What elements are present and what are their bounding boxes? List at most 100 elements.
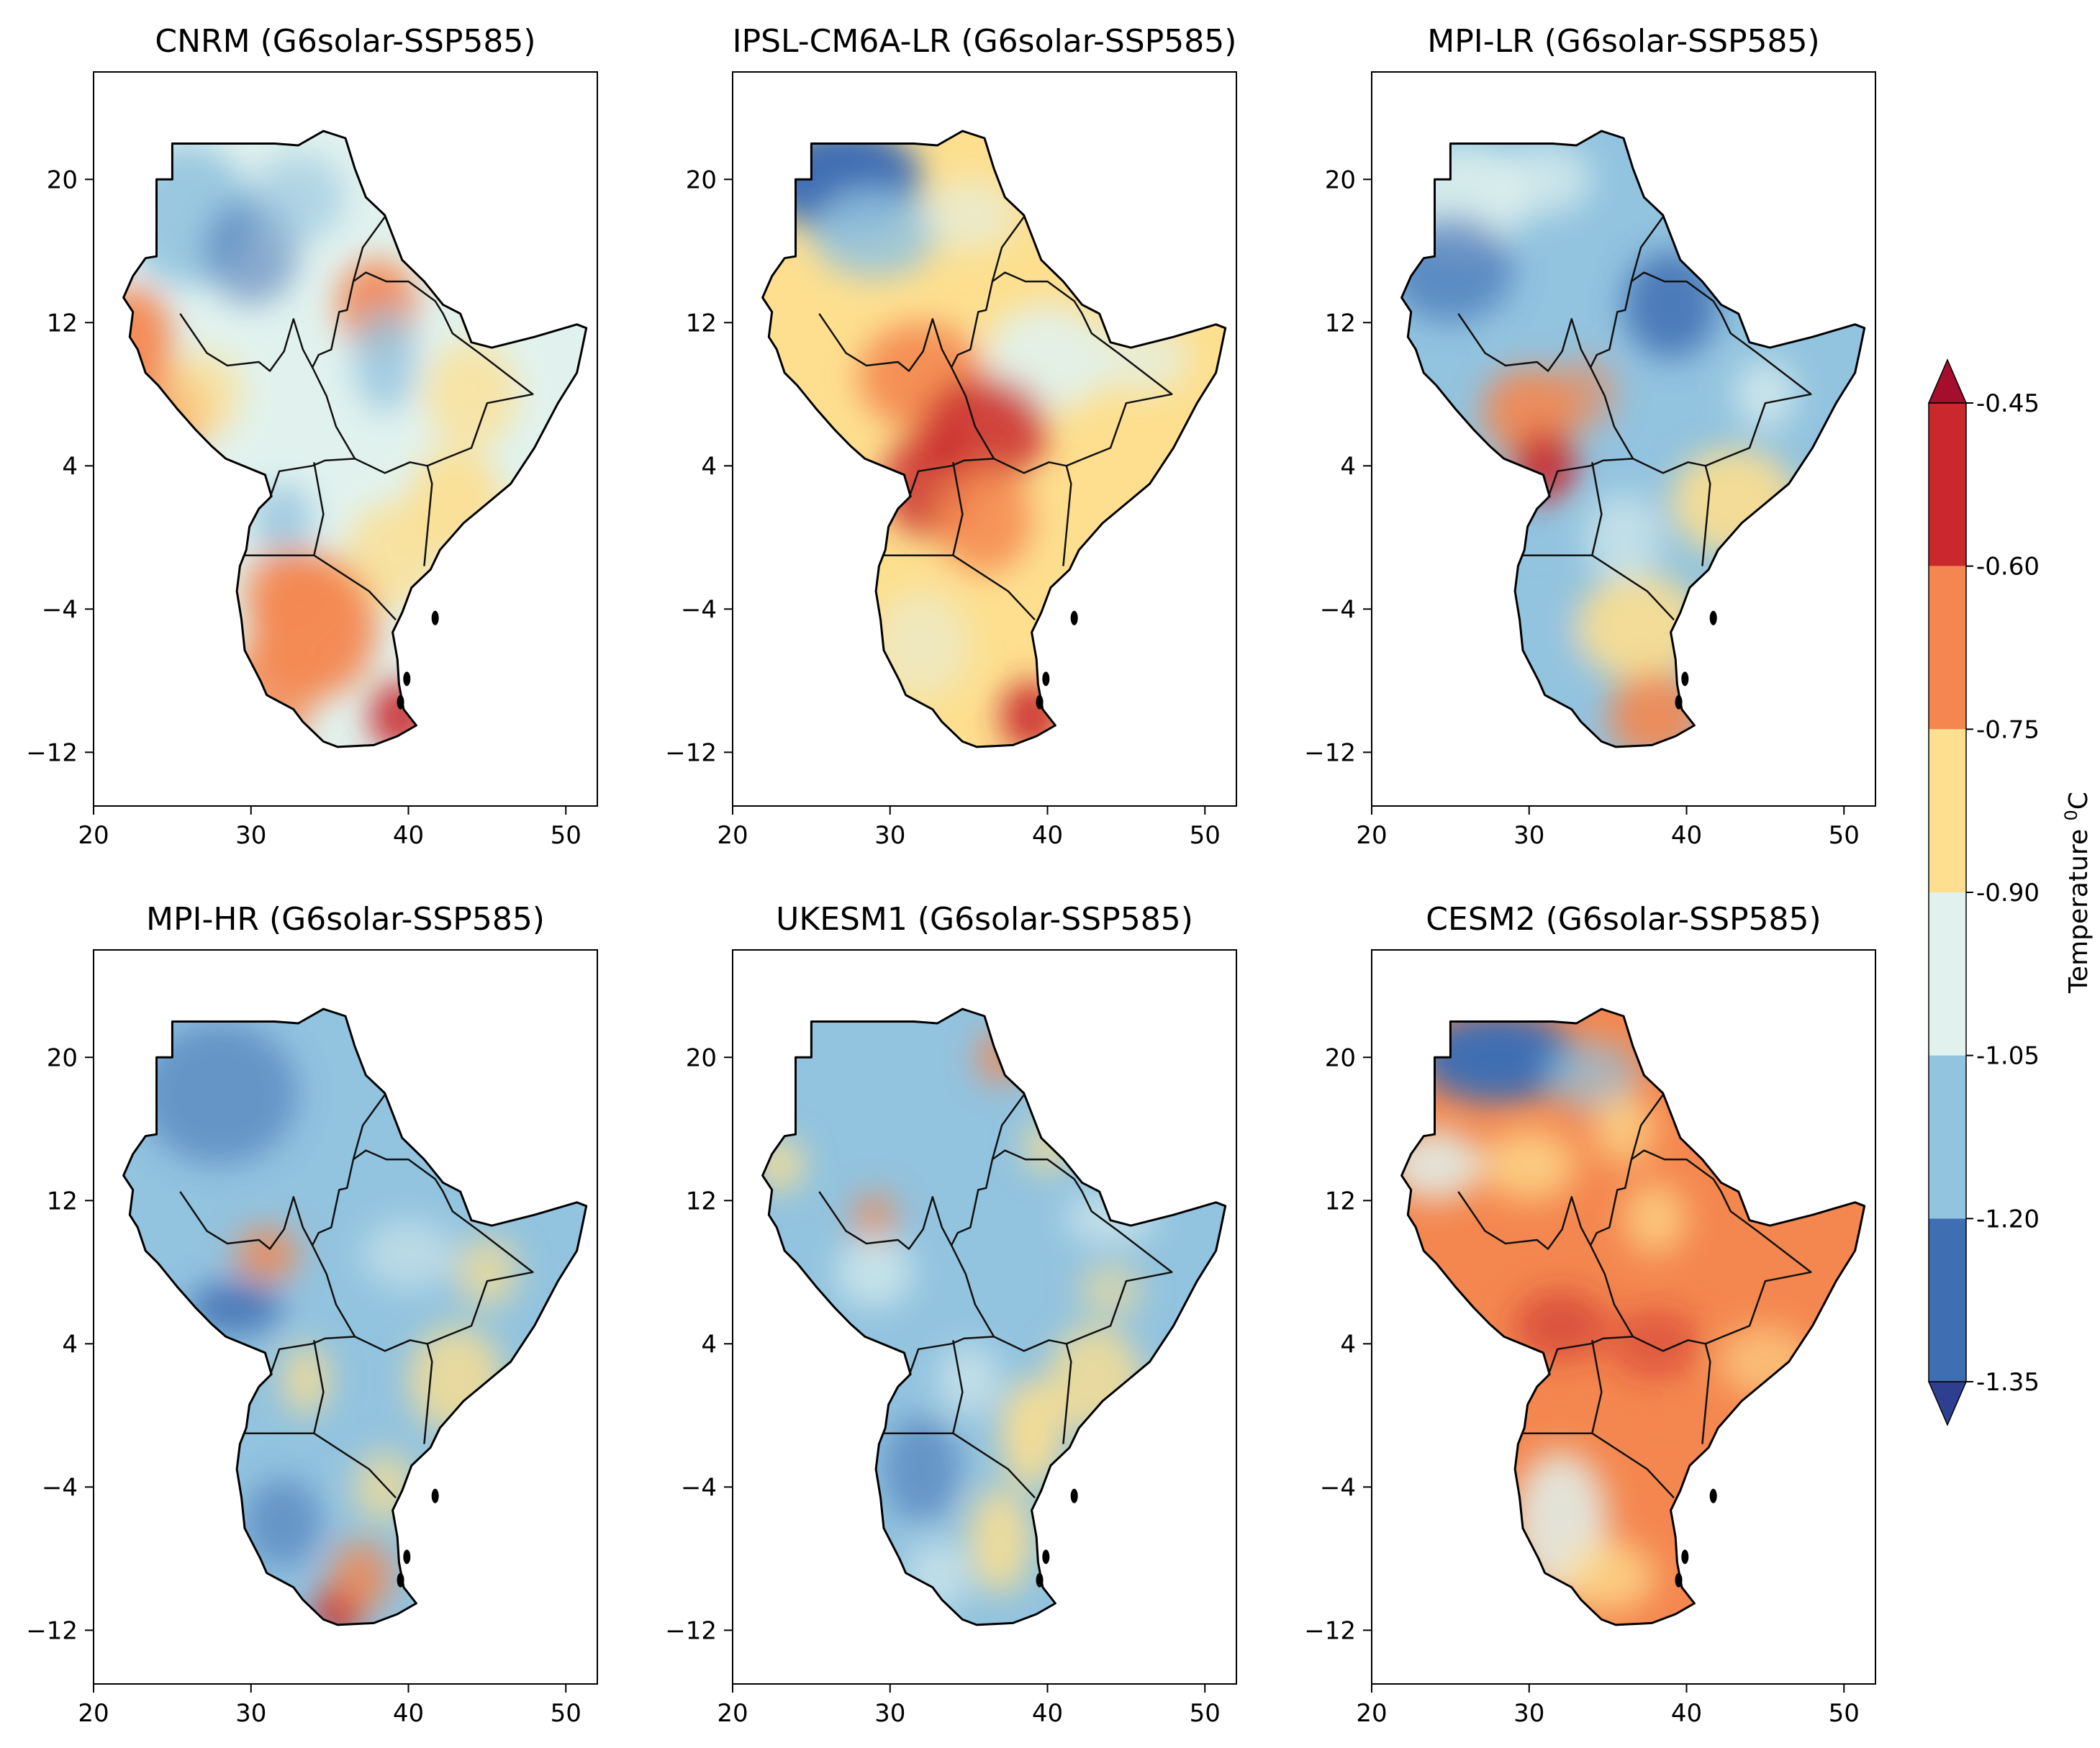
country-border-7 xyxy=(908,1343,952,1377)
coastline xyxy=(761,1007,1227,1626)
axes-frame xyxy=(1371,949,1876,1685)
y-tick-label: −4 xyxy=(1320,1473,1356,1502)
colorbar-title-text: Temperature xyxy=(2064,820,2094,993)
field-anomaly-3 xyxy=(1401,1128,1483,1201)
field-anomaly-2 xyxy=(811,188,938,278)
x-tick-label: 30 xyxy=(1513,1699,1544,1728)
y-tick-label: 20 xyxy=(1325,1043,1356,1072)
y-tick-label: −12 xyxy=(1304,738,1356,767)
y-tick-label: 20 xyxy=(1325,166,1356,194)
country-border-2 xyxy=(311,366,356,467)
axes-frame xyxy=(732,949,1237,1685)
x-tick-label: 30 xyxy=(235,1699,266,1728)
country-border-2 xyxy=(950,1244,995,1345)
island-2 xyxy=(1042,671,1050,687)
axes-frame xyxy=(93,949,598,1685)
field-anomaly-2 xyxy=(851,1191,898,1246)
island-2 xyxy=(1681,1549,1689,1564)
temperature-field xyxy=(123,1009,587,1625)
country-border-7 xyxy=(1547,1343,1591,1377)
temperature-field xyxy=(762,1009,1226,1625)
colorbar-extend-max xyxy=(1927,358,1968,404)
y-tick-label: 4 xyxy=(701,1330,717,1359)
field-anomaly-9 xyxy=(1718,1326,1813,1398)
y-tick-label: −12 xyxy=(665,1616,717,1645)
field-anomaly-13 xyxy=(1079,1263,1142,1318)
panel-title: MPI-HR (G6solar-SSP585) xyxy=(146,901,545,938)
axes-frame xyxy=(732,71,1237,807)
island-1 xyxy=(1709,610,1717,625)
y-tick-label: 12 xyxy=(47,309,78,338)
x-tick-label: 50 xyxy=(1829,821,1860,850)
panel-title: MPI-LR (G6solar-SSP585) xyxy=(1427,23,1819,60)
x-tick-label: 50 xyxy=(551,1699,581,1728)
coastline xyxy=(122,130,588,748)
country-border-4 xyxy=(1062,1343,1072,1444)
x-tick-label: 20 xyxy=(717,821,748,850)
x-tick-label: 50 xyxy=(1829,1699,1860,1728)
country-border-2 xyxy=(950,366,995,467)
y-tick-label: −12 xyxy=(26,1616,78,1645)
field-anomaly-8 xyxy=(1670,448,1797,556)
field-anomaly-11 xyxy=(243,1477,322,1568)
x-tick-label: 20 xyxy=(78,821,109,850)
axes-frame xyxy=(93,71,598,807)
field-anomaly-2 xyxy=(1544,1039,1639,1111)
country-border-1 xyxy=(179,216,386,372)
map-panel-3: MPI-LR (G6solar-SSP585) 20 30 40 50 20 12 4 −4 −1… xyxy=(1304,23,1876,850)
country-border-3 xyxy=(992,271,1173,474)
country-border-1 xyxy=(818,216,1025,372)
colorbar-unit-superscript: 0 xyxy=(2061,810,2081,820)
x-tick-label: 40 xyxy=(393,821,424,850)
x-tick-label: 40 xyxy=(1671,1699,1702,1728)
field-anomaly-9 xyxy=(424,340,519,448)
island-2 xyxy=(1042,1549,1050,1564)
x-tick-label: 20 xyxy=(1356,1699,1387,1728)
colorbar-segment-5 xyxy=(1929,1055,1966,1219)
field-anomaly-13 xyxy=(1584,492,1663,583)
field-anomaly-12 xyxy=(1670,1415,1734,1487)
field-anomaly-7 xyxy=(1513,1290,1608,1362)
country-border-2 xyxy=(311,1244,356,1345)
country-border-3 xyxy=(353,271,534,474)
coastline xyxy=(1400,1007,1866,1626)
island-1 xyxy=(431,610,439,625)
x-tick-label: 40 xyxy=(1671,821,1702,850)
y-tick-label: 4 xyxy=(1340,1330,1356,1359)
y-tick-label: 4 xyxy=(62,452,78,481)
field-anomaly-1 xyxy=(1418,1013,1577,1102)
island-2 xyxy=(403,1549,411,1564)
field-anomaly-5 xyxy=(1023,1120,1072,1174)
colorbar-segment-3 xyxy=(1929,729,1966,892)
field-anomaly-4 xyxy=(1482,1128,1577,1201)
island-2 xyxy=(1681,671,1689,687)
field-anomaly-16 xyxy=(219,645,314,747)
coastline xyxy=(122,1007,588,1626)
island-2 xyxy=(403,671,411,687)
temperature-field xyxy=(1401,131,1865,747)
y-tick-label: −4 xyxy=(681,595,717,624)
y-tick-label: 20 xyxy=(47,1043,78,1072)
panel-title: CNRM (G6solar-SSP585) xyxy=(155,23,535,60)
y-tick-label: −12 xyxy=(1304,1616,1356,1645)
country-border-2 xyxy=(1589,1244,1634,1345)
field-anomaly-9 xyxy=(969,1487,1032,1595)
field-anomaly-5 xyxy=(1095,322,1190,394)
field-anomaly-7 xyxy=(1552,358,1616,430)
island-3 xyxy=(1036,1572,1044,1588)
coastline xyxy=(1400,130,1866,748)
field-anomaly-11 xyxy=(905,1540,969,1613)
field-anomaly-9 xyxy=(1734,358,1797,430)
map-panel-1: CNRM (G6solar-SSP585) 20 30 40 50 20 12 4 −4 −12 xyxy=(26,23,598,850)
coastline xyxy=(761,130,1227,748)
field-anomaly-3 xyxy=(250,152,345,243)
field-anomaly-3 xyxy=(921,179,1016,251)
field-anomaly-11 xyxy=(1560,1540,1655,1613)
y-tick-label: 12 xyxy=(686,1187,717,1215)
x-tick-label: 30 xyxy=(1513,821,1544,850)
island-3 xyxy=(1036,694,1044,710)
field-anomaly-4 xyxy=(1624,250,1719,359)
colorbar-segment-4 xyxy=(1929,892,1966,1056)
island-1 xyxy=(1070,610,1078,625)
